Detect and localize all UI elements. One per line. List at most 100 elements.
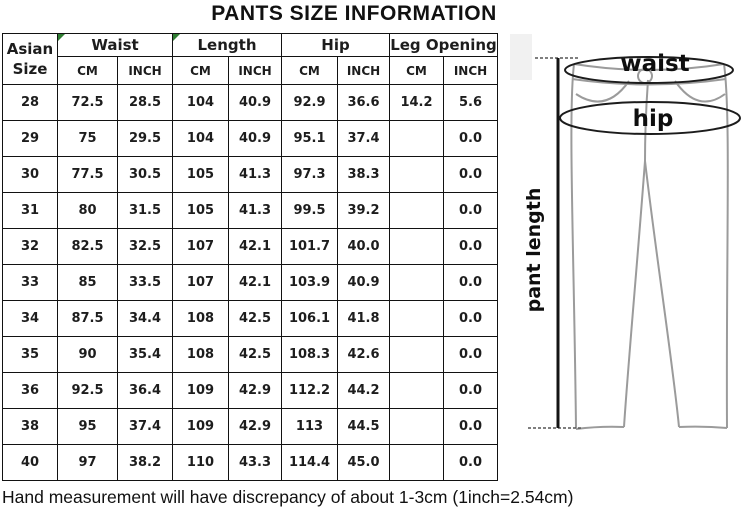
value-cell: 82.5 xyxy=(57,228,118,265)
value-cell: 0.0 xyxy=(443,228,498,265)
length-group-label: Length xyxy=(197,36,257,54)
value-cell: 41.3 xyxy=(228,156,282,193)
waist-group-header: Waist xyxy=(57,33,173,57)
unit-header-row: CM INCH CM INCH CM INCH CM INCH xyxy=(3,56,498,85)
waist-group-label: Waist xyxy=(91,36,139,54)
unit-header-inch: INCH xyxy=(228,56,282,85)
left-inner-seam xyxy=(623,160,646,428)
value-cell xyxy=(389,228,444,265)
value-cell: 0.0 xyxy=(443,192,498,229)
page-title: PANTS SIZE INFORMATION xyxy=(211,2,497,25)
value-cell: 112.2 xyxy=(281,372,338,409)
value-cell: 109 xyxy=(172,372,229,409)
value-cell: 44.5 xyxy=(337,408,390,445)
size-chart-table: Asian Size Waist Length Hip Leg Opening … xyxy=(2,33,498,481)
asian-size-header: Asian Size xyxy=(2,33,58,85)
value-cell: 42.9 xyxy=(228,372,282,409)
right-inner-seam xyxy=(644,160,680,428)
size-cell: 30 xyxy=(2,156,58,193)
value-cell: 42.5 xyxy=(228,336,282,373)
value-cell: 104 xyxy=(172,84,229,121)
size-cell: 36 xyxy=(2,372,58,409)
value-cell: 40.9 xyxy=(228,84,282,121)
value-cell: 90 xyxy=(57,336,118,373)
value-cell: 103.9 xyxy=(281,264,338,301)
value-cell: 0.0 xyxy=(443,408,498,445)
table-row: 36 92.5 36.4 109 42.9 112.2 44.2 0.0 xyxy=(2,372,498,409)
value-cell xyxy=(389,300,444,337)
value-cell: 5.6 xyxy=(443,84,498,121)
value-cell xyxy=(389,264,444,301)
value-cell xyxy=(389,336,444,373)
waist-ellipse xyxy=(564,56,734,84)
value-cell: 106.1 xyxy=(281,300,338,337)
unit-header-cm: CM xyxy=(389,56,444,85)
value-cell: 42.5 xyxy=(228,300,282,337)
pants-measurement-diagram: waist hip pant length xyxy=(510,30,748,450)
table-row: 38 95 37.4 109 42.9 113 44.5 0.0 xyxy=(2,408,498,445)
value-cell: 87.5 xyxy=(57,300,118,337)
value-cell: 95.1 xyxy=(281,120,338,157)
size-table-body: 28 72.5 28.5 104 40.9 92.9 36.6 14.2 5.6 29 75 29.5… xyxy=(2,84,498,481)
value-cell xyxy=(389,192,444,229)
value-cell: 80 xyxy=(57,192,118,229)
right-pocket-curve xyxy=(674,80,726,103)
value-cell: 41.3 xyxy=(228,192,282,229)
value-cell: 92.5 xyxy=(57,372,118,409)
group-header-row: Asian Size Waist Length Hip Leg Opening xyxy=(2,33,498,85)
table-row: 29 75 29.5 104 40.9 95.1 37.4 0.0 xyxy=(2,120,498,157)
value-cell: 45.0 xyxy=(337,444,390,481)
value-cell: 0.0 xyxy=(443,300,498,337)
value-cell: 95 xyxy=(57,408,118,445)
hip-label: hip xyxy=(633,106,674,132)
value-cell: 113 xyxy=(281,408,338,445)
value-cell: 40.9 xyxy=(337,264,390,301)
pant-length-label: pant length xyxy=(523,188,545,313)
value-cell: 97.3 xyxy=(281,156,338,193)
size-cell: 34 xyxy=(2,300,58,337)
value-cell: 37.4 xyxy=(337,120,390,157)
value-cell: 14.2 xyxy=(389,84,444,121)
size-cell: 35 xyxy=(2,336,58,373)
value-cell: 75 xyxy=(57,120,118,157)
value-cell: 0.0 xyxy=(443,444,498,481)
pants-illustration: waist hip pant length xyxy=(510,34,741,430)
value-cell xyxy=(389,408,444,445)
value-cell xyxy=(389,120,444,157)
value-cell: 108 xyxy=(172,300,229,337)
value-cell: 34.4 xyxy=(117,300,173,337)
value-cell: 42.1 xyxy=(228,228,282,265)
value-cell: 28.5 xyxy=(117,84,173,121)
hip-ellipse xyxy=(559,101,741,135)
table-row: 35 90 35.4 108 42.5 108.3 42.6 0.0 xyxy=(2,336,498,373)
value-cell: 92.9 xyxy=(281,84,338,121)
value-cell: 32.5 xyxy=(117,228,173,265)
value-cell: 108 xyxy=(172,336,229,373)
value-cell: 29.5 xyxy=(117,120,173,157)
value-cell: 40.0 xyxy=(337,228,390,265)
waist-label: waist xyxy=(620,51,689,77)
fly-line xyxy=(644,79,649,162)
value-cell: 42.1 xyxy=(228,264,282,301)
hip-group-label: Hip xyxy=(321,36,350,54)
excel-flag-icon xyxy=(173,34,180,41)
left-pocket-curve xyxy=(575,80,630,103)
value-cell: 44.2 xyxy=(337,372,390,409)
table-row: 31 80 31.5 105 41.3 99.5 39.2 0.0 xyxy=(2,192,498,229)
value-cell: 42.9 xyxy=(228,408,282,445)
leg-opening-group-label: Leg Opening xyxy=(390,36,497,54)
value-cell: 39.2 xyxy=(337,192,390,229)
unit-header-cm: CM xyxy=(57,56,118,85)
value-cell xyxy=(389,444,444,481)
value-cell: 105 xyxy=(172,192,229,229)
value-cell: 30.5 xyxy=(117,156,173,193)
value-cell: 72.5 xyxy=(57,84,118,121)
value-cell: 36.4 xyxy=(117,372,173,409)
value-cell: 38.3 xyxy=(337,156,390,193)
left-hem xyxy=(575,425,625,430)
length-group-header: Length xyxy=(172,33,282,57)
table-row: 40 97 38.2 110 43.3 114.4 45.0 0.0 xyxy=(2,444,498,481)
unit-header-cm: CM xyxy=(281,56,338,85)
table-row: 32 82.5 32.5 107 42.1 101.7 40.0 0.0 xyxy=(2,228,498,265)
value-cell: 38.2 xyxy=(117,444,173,481)
